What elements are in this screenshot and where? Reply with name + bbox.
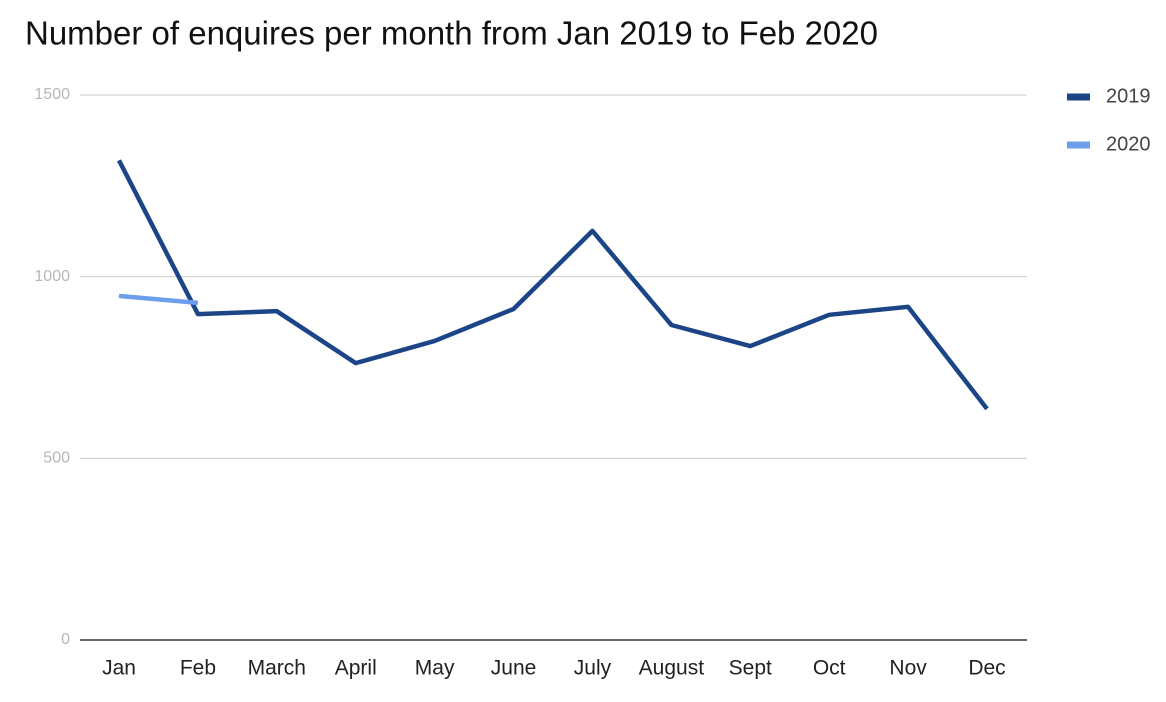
- series-line: [116, 159, 989, 411]
- y-tick-label: 1500: [34, 86, 70, 103]
- y-tick-label: 500: [43, 450, 70, 467]
- x-tick-label: Oct: [813, 657, 846, 680]
- x-tick-label: Feb: [180, 657, 216, 680]
- x-tick-label: Dec: [968, 657, 1005, 680]
- legend-label: 2020: [1106, 133, 1151, 155]
- x-tick-label: June: [491, 657, 537, 680]
- x-tick-label: Jan: [102, 657, 136, 680]
- x-tick-label: April: [335, 657, 377, 680]
- x-tick-label: Sept: [729, 657, 772, 680]
- series-line: [118, 293, 199, 306]
- x-tick-label: July: [574, 657, 612, 680]
- x-tick-label: August: [639, 657, 705, 680]
- legend-label: 2019: [1106, 85, 1151, 107]
- y-tick-label: 1000: [34, 268, 70, 285]
- x-tick-label: March: [248, 657, 306, 680]
- chart-title: Number of enquires per month from Jan 20…: [25, 15, 878, 52]
- x-tick-label: Nov: [889, 657, 927, 680]
- y-tick-label: 0: [61, 631, 70, 648]
- x-tick-label: May: [415, 657, 455, 680]
